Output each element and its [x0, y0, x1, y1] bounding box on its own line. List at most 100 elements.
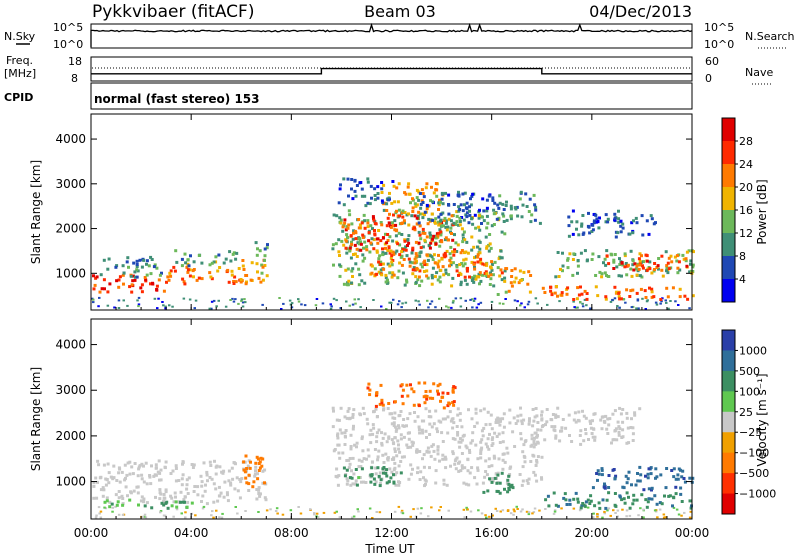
- scatter-cell: [558, 439, 562, 443]
- near-range-cell: [654, 301, 658, 304]
- scatter-cell: [391, 239, 395, 243]
- scatter-cell: [343, 431, 347, 435]
- scatter-cell: [374, 407, 378, 411]
- near-range-cell: [416, 507, 420, 510]
- scatter-cell: [385, 224, 389, 228]
- near-range-cell: [303, 304, 307, 307]
- scatter-cell: [633, 413, 637, 417]
- scatter-cell: [575, 297, 579, 301]
- velocity-colorbar-tick-label: 25: [739, 406, 753, 419]
- scatter-cell: [263, 468, 267, 472]
- scatter-cell: [439, 268, 443, 272]
- scatter-cell: [540, 417, 544, 421]
- scatter-cell: [102, 278, 106, 282]
- scatter-cell: [411, 268, 415, 272]
- scatter-cell: [400, 222, 404, 225]
- near-range-cell: [332, 297, 336, 300]
- nave-tick-bottom: 0: [705, 72, 712, 85]
- scatter-cell: [503, 460, 507, 464]
- scatter-cell: [549, 418, 553, 421]
- scatter-cell: [477, 225, 481, 229]
- scatter-cell: [200, 261, 204, 265]
- scatter-cell: [671, 504, 674, 508]
- near-range-cell: [193, 307, 196, 310]
- scatter-cell: [243, 470, 247, 474]
- scatter-cell: [534, 208, 538, 212]
- scatter-cell: [415, 196, 419, 200]
- scatter-cell: [485, 209, 489, 213]
- near-range-cell: [315, 512, 319, 515]
- scatter-cell: [481, 481, 485, 485]
- near-range-cell: [533, 507, 537, 510]
- scatter-cell: [528, 197, 532, 201]
- near-range-cell: [447, 306, 450, 309]
- near-range-cell: [538, 509, 541, 512]
- near-range-cell: [609, 514, 612, 517]
- scatter-cell: [497, 432, 501, 436]
- scatter-cell: [539, 428, 543, 432]
- scatter-cell: [145, 259, 149, 263]
- scatter-cell: [183, 495, 187, 499]
- scatter-cell: [137, 503, 140, 507]
- scatter-cell: [635, 291, 639, 295]
- scatter-cell: [425, 207, 429, 211]
- scatter-cell: [138, 258, 142, 262]
- scatter-cell: [635, 221, 639, 225]
- scatter-cell: [163, 496, 167, 500]
- scatter-cell: [617, 295, 621, 299]
- scatter-cell: [393, 461, 397, 465]
- scatter-cell: [619, 297, 623, 301]
- scatter-cell: [338, 274, 342, 278]
- scatter-cell: [521, 450, 525, 454]
- scatter-cell: [567, 234, 571, 238]
- scatter-cell: [390, 412, 394, 416]
- scatter-cell: [496, 266, 500, 270]
- scatter-cell: [350, 178, 354, 181]
- near-range-cell: [512, 513, 515, 516]
- near-range-cell: [447, 509, 450, 512]
- scatter-cell: [625, 288, 629, 292]
- scatter-cell: [611, 468, 615, 472]
- scatter-cell: [409, 445, 413, 449]
- scatter-cell: [470, 248, 474, 252]
- scatter-cell: [408, 412, 412, 416]
- scatter-cell: [374, 222, 378, 226]
- scatter-cell: [360, 435, 364, 439]
- scatter-cell: [475, 482, 479, 486]
- near-range-cell: [495, 510, 499, 512]
- near-range-cell: [276, 512, 279, 515]
- scatter-cell: [460, 425, 464, 429]
- scatter-cell: [257, 492, 261, 495]
- scatter-cell: [683, 294, 687, 298]
- scatter-cell: [376, 241, 380, 245]
- scatter-cell: [465, 240, 469, 244]
- scatter-cell: [428, 246, 432, 250]
- scatter-cell: [342, 282, 346, 286]
- scatter-cell: [545, 408, 549, 411]
- scatter-cell: [260, 464, 264, 468]
- scatter-cell: [665, 286, 669, 290]
- scatter-cell: [457, 469, 461, 473]
- scatter-cell: [346, 177, 350, 181]
- velocity-colorbar-segment: [722, 432, 735, 454]
- y-tick-label: 4000: [55, 338, 86, 352]
- scatter-cell: [451, 250, 454, 254]
- freq-tick-bottom: 8: [71, 72, 78, 85]
- scatter-cell: [588, 231, 592, 235]
- near-range-cell: [661, 297, 664, 300]
- scatter-cell: [332, 409, 335, 413]
- power-colorbar-segment: [722, 256, 735, 280]
- scatter-cell: [407, 437, 411, 441]
- scatter-cell: [506, 478, 510, 482]
- scatter-cell: [384, 471, 388, 475]
- scatter-cell: [611, 438, 615, 442]
- scatter-cell: [174, 500, 178, 504]
- scatter-cell: [401, 248, 405, 251]
- scatter-cell: [366, 177, 370, 181]
- scatter-cell: [424, 429, 428, 433]
- scatter-cell: [158, 491, 162, 495]
- scatter-cell: [465, 211, 469, 215]
- scatter-cell: [334, 242, 338, 246]
- near-range-cell: [333, 511, 337, 514]
